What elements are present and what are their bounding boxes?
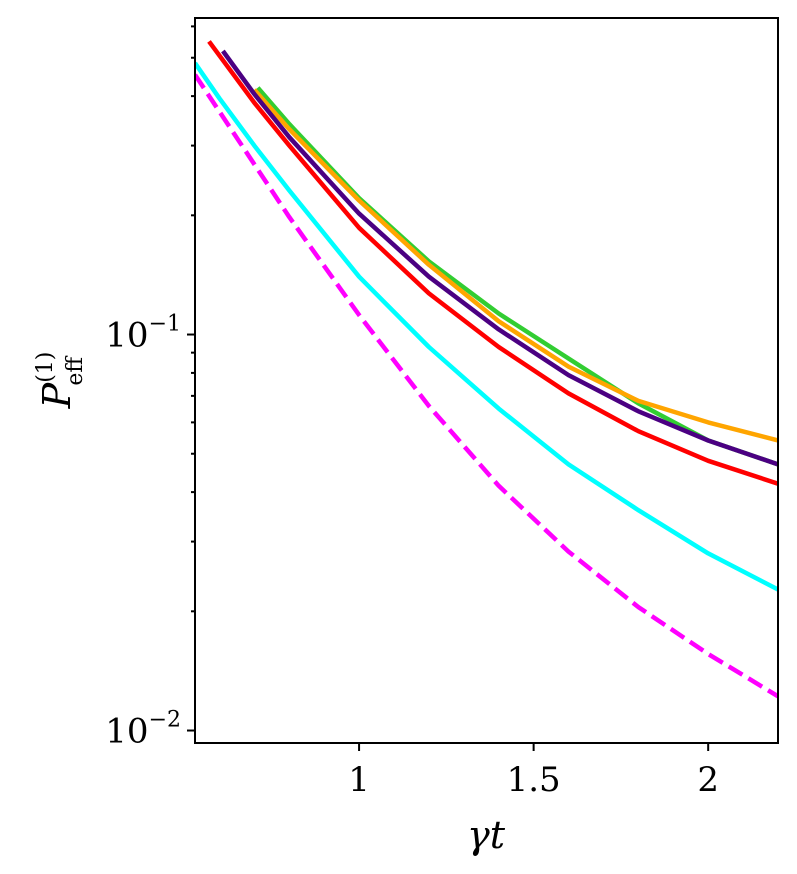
x-tick-label-3: 2 bbox=[697, 760, 719, 800]
series-line-1 bbox=[256, 86, 778, 467]
series-line-5 bbox=[195, 61, 778, 592]
series-line-3 bbox=[221, 49, 778, 467]
series-line-6 bbox=[195, 73, 778, 699]
y-tick-label-2: 10−2 bbox=[105, 708, 181, 752]
y-axis-label-subscript: eff bbox=[63, 356, 88, 386]
tick-layer: 1 1.5 2 10−1 10−2 bbox=[105, 25, 719, 800]
series-line-4 bbox=[207, 40, 778, 486]
series-line-2 bbox=[252, 88, 778, 443]
plot-frame bbox=[194, 17, 779, 744]
y-axis-label-superscript: (1) bbox=[33, 352, 58, 383]
series-layer bbox=[195, 40, 778, 699]
y-tick-label-1: 10−1 bbox=[105, 312, 181, 356]
y-axis-label: P(1) eff bbox=[33, 352, 88, 410]
x-tick-label-1: 1 bbox=[348, 760, 370, 800]
y-axis-label-main: P bbox=[35, 381, 79, 409]
x-axis-label: γt bbox=[467, 813, 506, 857]
svg-text:P(1)eff: P(1) eff bbox=[33, 352, 88, 410]
x-tick-label-2: 1.5 bbox=[507, 760, 561, 800]
